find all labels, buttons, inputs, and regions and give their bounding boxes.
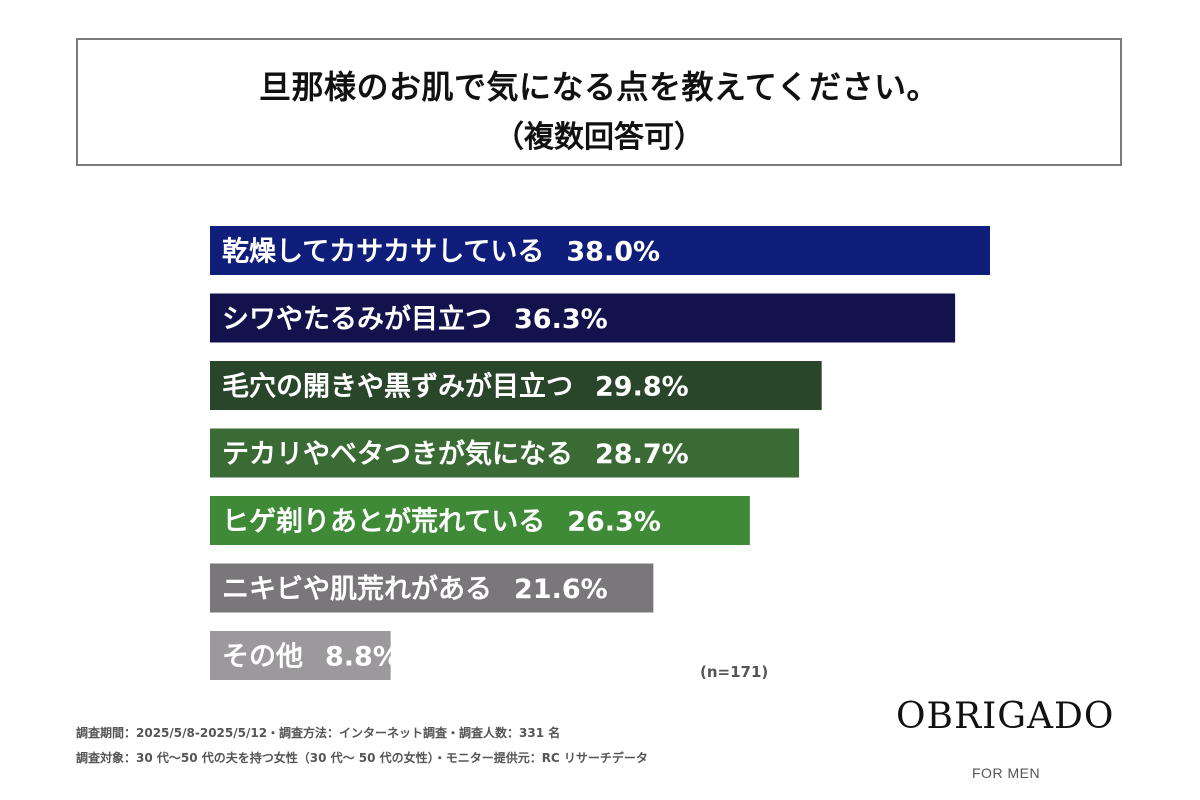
value-label: 26.3% [567, 507, 661, 538]
value-label: 8.8% [325, 642, 400, 673]
value-label: 29.8% [595, 372, 689, 403]
category-label: 乾燥してカサカサしている [222, 237, 544, 268]
bar-7 [210, 631, 391, 680]
bar-6 [210, 563, 654, 613]
chart-title: 旦那様のお肌で気になる点を教えてください。 [259, 68, 939, 106]
bar-label-4: テカリやベタつきが気になる 28.7% [222, 438, 689, 470]
title-box: 旦那様のお肌で気になる点を教えてください。 （複数回答可） [76, 38, 1122, 166]
survey-footnote-period: 調査期間：2025/5/8-2025/5/12・調査方法：インターネット調査・調… [76, 726, 561, 740]
category-label: テカリやベタつきが気になる [222, 438, 573, 470]
chart-subtitle: （複数回答可） [494, 120, 704, 155]
value-label: 36.3% [514, 304, 608, 335]
category-label: ニキビや肌荒れがある [222, 573, 492, 605]
value-label: 38.0% [566, 237, 660, 268]
sample-size-note: (n=171) [700, 663, 769, 681]
brand-tagline: FOR MEN [972, 765, 1041, 781]
bar-5 [210, 496, 750, 545]
value-label: 28.7% [595, 439, 689, 470]
bar-label-2: シワやたるみが目立つ 36.3% [222, 303, 608, 335]
survey-footnote-target: 調査対象：30 代〜50 代の夫を持つ女性（30 代〜 50 代の女性）・モニタ… [76, 751, 648, 765]
category-label: その他 [222, 642, 303, 673]
bar-label-7: その他 8.8% [222, 642, 400, 673]
category-label: ヒゲ剃りあとが荒れている [222, 506, 545, 538]
category-label: シワやたるみが目立つ [222, 303, 492, 335]
bar-label-1: 乾燥してカサカサしている 38.0% [222, 237, 660, 268]
bar-1 [210, 226, 990, 275]
bar-3 [210, 361, 822, 410]
bar-4 [210, 428, 800, 478]
bar-label-3: 毛穴の開きや黒ずみが目立つ 29.8% [222, 371, 689, 403]
bar-2 [210, 293, 956, 343]
bar-label-5: ヒゲ剃りあとが荒れている 26.3% [222, 506, 661, 538]
brand-logo: OBRIGADO [896, 696, 1115, 737]
bar-label-6: ニキビや肌荒れがある 21.6% [222, 573, 608, 605]
value-label: 21.6% [514, 574, 608, 605]
category-label: 毛穴の開きや黒ずみが目立つ [222, 371, 573, 403]
